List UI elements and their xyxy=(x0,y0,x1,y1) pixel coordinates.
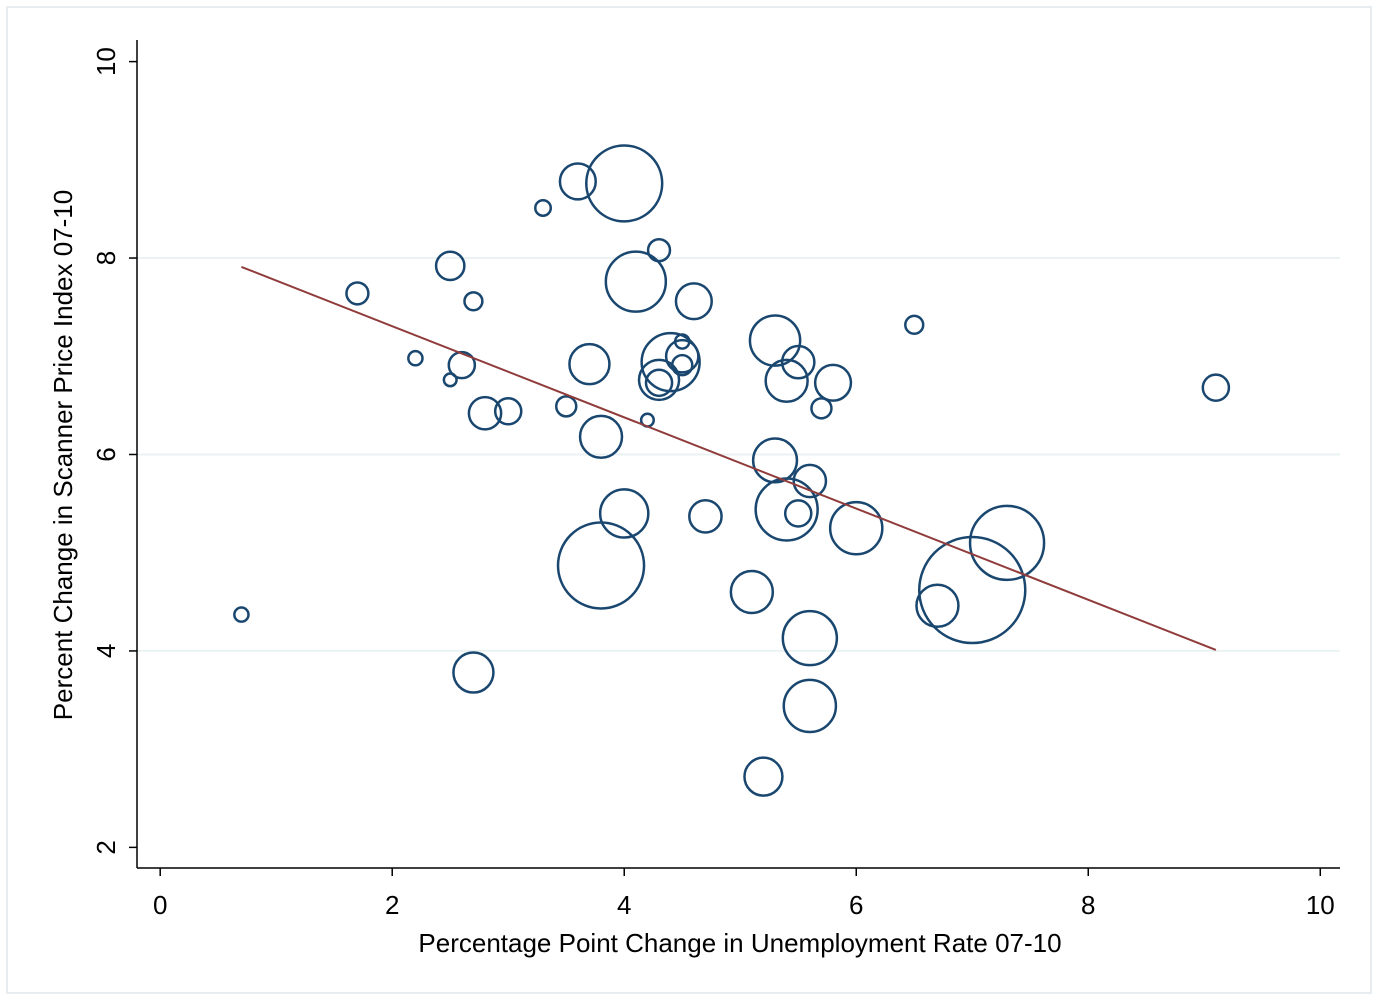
bubble xyxy=(792,463,828,499)
bubble xyxy=(442,372,458,388)
bubble xyxy=(780,344,816,380)
bubble xyxy=(467,395,503,431)
bubble xyxy=(534,198,553,217)
bubble xyxy=(664,338,700,374)
bubble xyxy=(674,282,713,321)
x-tick-label: 8 xyxy=(1081,890,1095,920)
bubble xyxy=(345,281,370,306)
bubble xyxy=(493,396,523,426)
bubble xyxy=(604,250,668,313)
bubble xyxy=(452,651,495,694)
bubble xyxy=(554,395,578,418)
bubble xyxy=(568,342,611,386)
bubble xyxy=(828,500,884,556)
bubble xyxy=(670,353,694,377)
bubble xyxy=(644,368,674,398)
y-tick-label: 4 xyxy=(91,644,121,658)
bubble xyxy=(917,535,1027,645)
x-tick-label: 10 xyxy=(1306,890,1335,920)
bubble xyxy=(729,569,775,615)
bubble xyxy=(781,609,839,667)
x-tick-label: 0 xyxy=(153,890,167,920)
bubble xyxy=(233,606,250,623)
bubble xyxy=(558,162,597,201)
bubble xyxy=(1201,373,1231,402)
bubble xyxy=(598,488,650,539)
y-tick-label: 2 xyxy=(91,840,121,854)
bubble xyxy=(640,331,701,393)
x-tick-label: 6 xyxy=(849,890,863,920)
bubble xyxy=(748,314,802,367)
y-tick-label: 10 xyxy=(91,47,121,76)
x-axis-title: Percentage Point Change in Unemployment … xyxy=(418,928,1061,958)
bubble xyxy=(764,358,809,404)
bubble xyxy=(904,314,925,336)
bubble xyxy=(783,499,813,528)
bubble xyxy=(813,363,853,402)
bubble xyxy=(585,144,664,223)
bubble xyxy=(578,414,624,460)
bubble xyxy=(743,756,784,797)
y-axis-title: Percent Change in Scanner Price Index 07… xyxy=(48,190,78,720)
x-tick-label: 4 xyxy=(617,890,631,920)
fit-line xyxy=(241,265,1217,651)
y-tick-label: 6 xyxy=(91,447,121,461)
bubble xyxy=(434,250,466,282)
bubble xyxy=(637,358,681,402)
bubble xyxy=(688,498,723,534)
frame xyxy=(6,6,1372,994)
bubble xyxy=(782,678,838,734)
bubble xyxy=(463,291,484,312)
bubble xyxy=(407,349,424,367)
bubble xyxy=(810,397,833,420)
bubble xyxy=(754,477,819,542)
bubble xyxy=(751,437,799,484)
y-tick-label: 8 xyxy=(91,251,121,265)
bubble xyxy=(915,583,960,628)
bubble xyxy=(968,504,1046,582)
x-tick-label: 2 xyxy=(385,890,399,920)
bubble xyxy=(447,350,477,380)
